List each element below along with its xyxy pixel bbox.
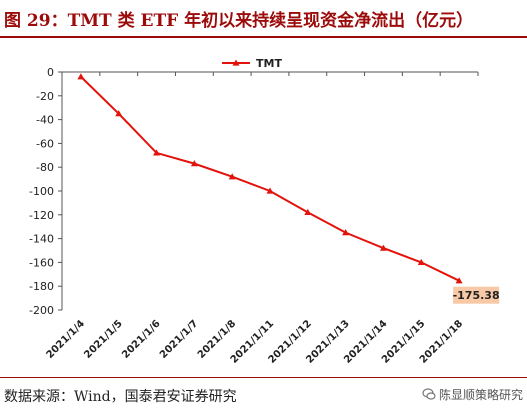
watermark: 陈显顺策略研究 [422,386,523,403]
line-chart: 0-20-40-60-80-100-120-140-160-180-200202… [29,57,500,366]
y-tick-label: -140 [29,233,54,246]
data-point [417,258,425,266]
y-tick-label: -20 [36,90,54,103]
data-point [342,229,350,236]
y-tick-label: -120 [29,209,54,222]
annotation-label: -175.38 [453,289,500,302]
footer-bar: 数据来源：Wind，国泰君安证券研究 陈显顺策略研究 [0,377,527,415]
y-tick-label: -200 [29,304,54,317]
data-point [77,73,85,80]
y-tick-label: -100 [29,185,54,198]
chart-title: 图 29：TMT 类 ETF 年初以来持续呈现资金净流出（亿元） [4,11,474,31]
source-note: 数据来源：Wind，国泰君安证券研究 [4,389,237,405]
y-tick-label: -60 [36,137,54,150]
annotation-box [453,286,500,304]
data-point [190,160,198,167]
data-point [379,244,387,251]
y-tick-label: -40 [36,114,54,127]
data-point [115,110,123,117]
y-tick-label: -180 [29,280,54,293]
wechat-icon [422,388,436,400]
y-tick-label: -80 [36,161,54,174]
x-tick-label: 2021/1/4 [45,318,87,360]
data-point [455,277,463,284]
data-point [266,187,274,194]
y-tick-label: -160 [29,256,54,269]
series-line-tmt [80,76,460,282]
data-point [304,208,312,216]
x-tick-label: 2021/1/7 [158,318,200,360]
title-bar: 图 29：TMT 类 ETF 年初以来持续呈现资金净流出（亿元） [0,0,527,38]
legend-label: TMT [256,57,282,70]
y-tick-label: 0 [47,66,54,79]
x-tick-label: 2021/1/6 [120,318,162,360]
data-point [228,173,236,180]
legend-marker [232,59,240,66]
data-point [153,149,161,156]
watermark-text: 陈显顺策略研究 [438,388,523,402]
x-tick-label: 2021/1/5 [82,318,124,360]
